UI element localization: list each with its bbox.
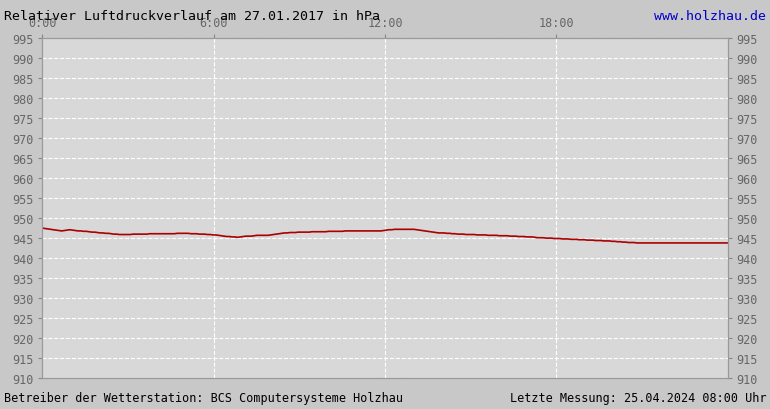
Text: www.holzhau.de: www.holzhau.de (654, 10, 766, 23)
Text: Betreiber der Wetterstation: BCS Computersysteme Holzhau: Betreiber der Wetterstation: BCS Compute… (4, 391, 403, 404)
Text: Relativer Luftdruckverlauf am 27.01.2017 in hPa: Relativer Luftdruckverlauf am 27.01.2017… (4, 10, 380, 23)
Text: Letzte Messung: 25.04.2024 08:00 Uhr: Letzte Messung: 25.04.2024 08:00 Uhr (510, 391, 766, 404)
